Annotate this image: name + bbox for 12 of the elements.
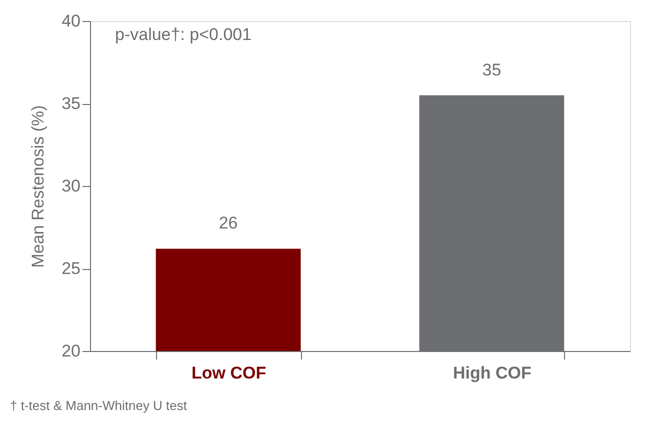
data-label: 35 (482, 60, 502, 80)
y-tick-label: 35 (62, 94, 80, 113)
y-tick-label: 25 (62, 259, 80, 278)
y-tick-label: 20 (62, 342, 80, 360)
y-tick-label: 40 (62, 12, 80, 30)
x-tick-label: Low COF (191, 364, 266, 382)
data-label: 26 (218, 214, 238, 233)
text: † t-test & Mann-Whitney U test (10, 398, 188, 413)
annotation: p-value†: p<0.001 (115, 25, 252, 44)
y-axis-title: Mean Restenosis (%) (28, 105, 48, 268)
x-tick-label: High COF (453, 364, 532, 382)
y-tick-label: 30 (62, 176, 80, 196)
